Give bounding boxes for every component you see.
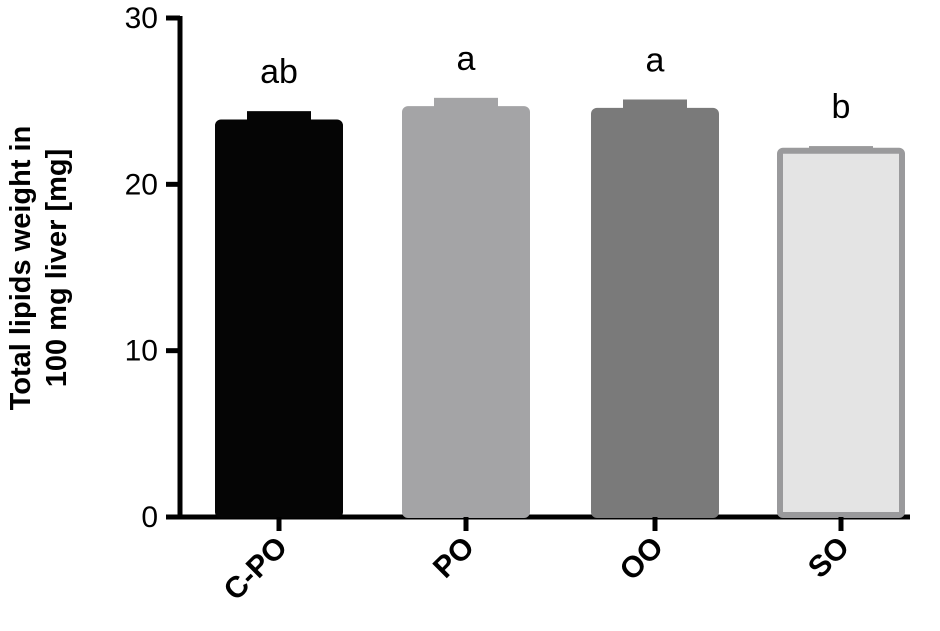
x-tick-label: PO: [427, 531, 481, 585]
y-tick-label: 0: [141, 501, 158, 534]
bar: [402, 106, 530, 518]
x-tick-label: C-PO: [218, 531, 294, 607]
y-tick-label: 10: [125, 335, 158, 368]
bar: [591, 107, 719, 518]
bar: [215, 119, 343, 518]
significance-label: ab: [260, 53, 298, 91]
significance-label: b: [832, 88, 851, 126]
y-tick-label: 20: [125, 168, 158, 201]
x-tick-label: OO: [614, 531, 670, 587]
significance-label: a: [457, 40, 476, 78]
significance-label: a: [646, 42, 665, 80]
bar: [777, 147, 905, 519]
y-axis-label: 100 mg liver [mg]: [41, 149, 73, 388]
y-tick-label: 30: [125, 2, 158, 35]
y-axis-label: Total lipids weight in: [5, 126, 37, 411]
x-tick-label: SO: [802, 531, 856, 585]
